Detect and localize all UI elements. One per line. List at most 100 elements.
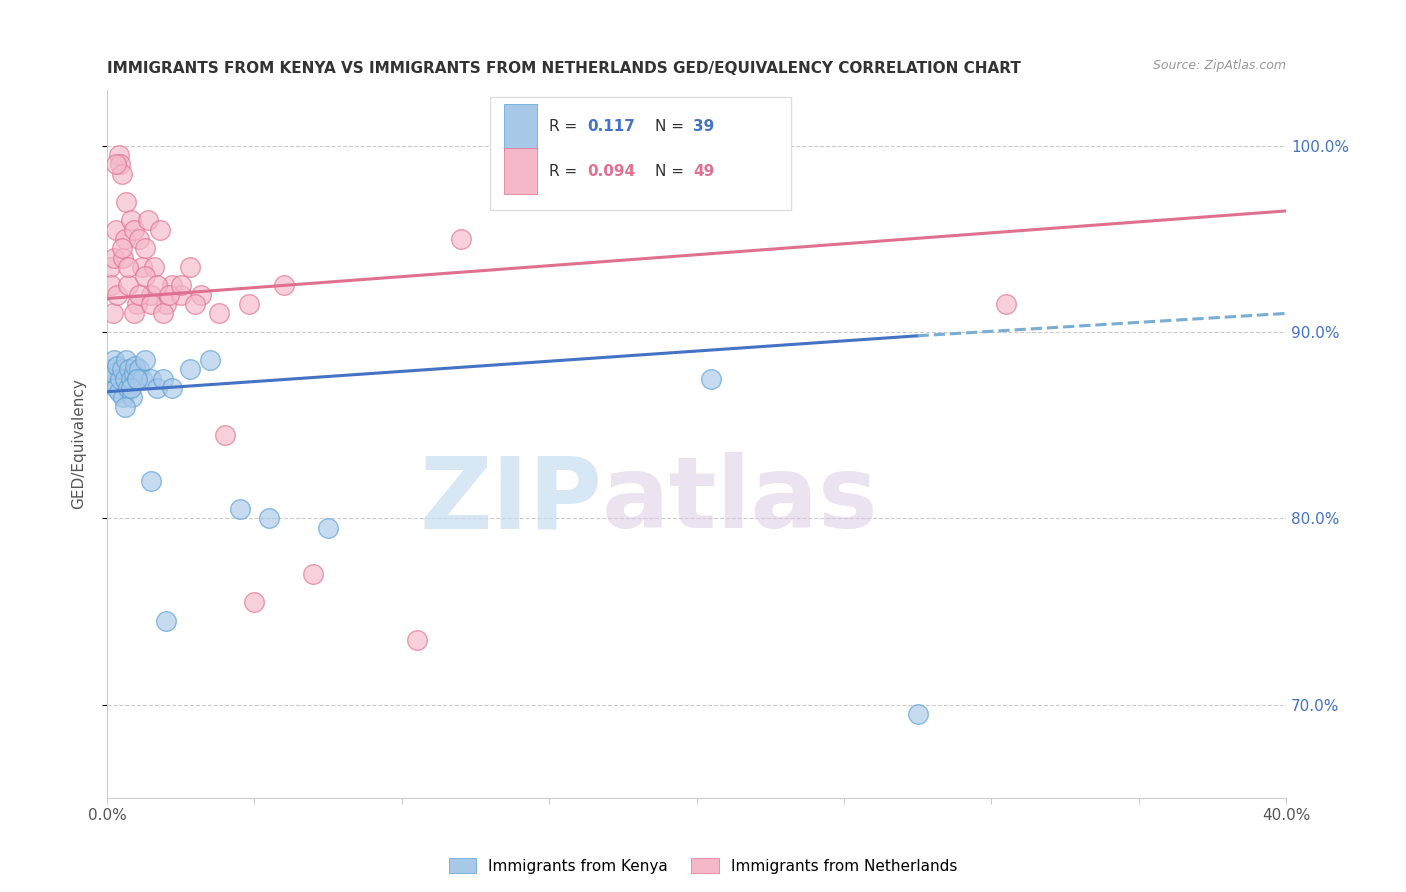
Point [316, 521, 339, 535]
Point [101, 366, 124, 380]
Point [117, 381, 139, 395]
Point [122, 222, 145, 236]
Text: ZIP: ZIP [419, 452, 602, 549]
Point [100, 278, 122, 293]
Point [994, 297, 1017, 311]
Point [184, 297, 207, 311]
Text: atlas: atlas [602, 452, 879, 549]
Point [208, 306, 231, 320]
Point [122, 306, 145, 320]
Text: N =: N = [655, 164, 689, 178]
Point [114, 372, 136, 386]
Point [553, 186, 575, 200]
Point [149, 222, 172, 236]
Point [257, 511, 280, 525]
Point [117, 260, 139, 274]
Point [111, 241, 134, 255]
Point [134, 269, 156, 284]
Bar [505, 148, 537, 194]
Point [238, 297, 260, 311]
Point [98, 260, 121, 274]
Point [228, 502, 250, 516]
Point [190, 287, 212, 301]
Point [160, 278, 183, 293]
Y-axis label: GED/Equivalency: GED/Equivalency [72, 378, 86, 509]
Point [128, 287, 150, 301]
Point [450, 232, 472, 246]
Point [122, 366, 145, 380]
Point [131, 260, 153, 274]
Point [128, 232, 150, 246]
Point [108, 148, 131, 162]
Point [152, 306, 174, 320]
FancyBboxPatch shape [491, 97, 790, 211]
Point [170, 278, 193, 293]
Point [405, 632, 427, 647]
Point [117, 278, 139, 293]
Point [103, 353, 125, 368]
Point [273, 278, 295, 293]
Point [104, 381, 127, 395]
Point [155, 614, 177, 628]
Point [125, 372, 148, 386]
Point [103, 251, 125, 265]
Point [118, 362, 141, 376]
Text: Source: ZipAtlas.com: Source: ZipAtlas.com [1153, 59, 1286, 72]
Point [125, 372, 148, 386]
Point [111, 362, 134, 376]
Point [98, 372, 121, 386]
Point [157, 287, 180, 301]
Point [115, 194, 138, 209]
Point [110, 157, 132, 171]
Bar [505, 103, 537, 150]
Point [125, 297, 148, 311]
Point [179, 260, 201, 274]
Text: 0.117: 0.117 [586, 120, 634, 134]
Point [214, 427, 236, 442]
Point [120, 381, 142, 395]
Point [146, 381, 169, 395]
Point [100, 362, 122, 376]
Point [141, 372, 163, 386]
Point [200, 353, 222, 368]
Point [134, 353, 156, 368]
Point [114, 232, 136, 246]
Point [115, 353, 138, 368]
Point [111, 167, 134, 181]
Point [121, 390, 143, 404]
Text: 39: 39 [693, 120, 714, 134]
Point [152, 372, 174, 386]
Point [108, 384, 131, 399]
Point [110, 372, 132, 386]
Point [141, 287, 163, 301]
Point [124, 359, 146, 373]
Text: IMMIGRANTS FROM KENYA VS IMMIGRANTS FROM NETHERLANDS GED/EQUIVALENCY CORRELATION: IMMIGRANTS FROM KENYA VS IMMIGRANTS FROM… [107, 62, 1021, 76]
Point [104, 222, 127, 236]
Point [120, 372, 142, 386]
Text: 0.094: 0.094 [586, 164, 636, 178]
Point [105, 287, 128, 301]
Legend: Immigrants from Kenya, Immigrants from Netherlands: Immigrants from Kenya, Immigrants from N… [443, 852, 963, 880]
Text: N =: N = [655, 120, 689, 134]
Point [143, 260, 166, 274]
Point [114, 400, 136, 414]
Point [243, 595, 266, 609]
Point [131, 372, 153, 386]
Point [104, 157, 127, 171]
Text: R =: R = [550, 164, 582, 178]
Point [155, 297, 177, 311]
Point [134, 241, 156, 255]
Point [112, 251, 135, 265]
Point [120, 213, 142, 227]
Point [128, 362, 150, 376]
Point [146, 278, 169, 293]
Point [138, 213, 160, 227]
Point [141, 297, 163, 311]
Point [141, 474, 163, 488]
Point [179, 362, 201, 376]
Point [302, 567, 325, 582]
Text: 49: 49 [693, 164, 714, 178]
Point [101, 306, 124, 320]
Point [112, 390, 135, 404]
Text: R =: R = [550, 120, 582, 134]
